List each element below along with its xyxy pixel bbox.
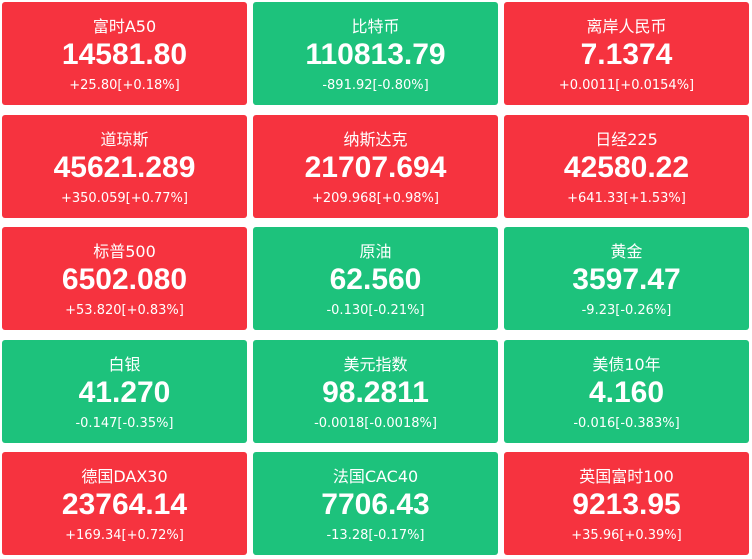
quote-change: -0.0018[-0.0018%] [314,415,437,431]
quote-tile[interactable]: 原油 62.560 -0.130[-0.21%] [253,227,498,330]
quote-tile[interactable]: 法国CAC40 7706.43 -13.28[-0.17%] [253,452,498,555]
quote-change: +169.34[+0.72%] [65,528,184,543]
quote-change: -0.147[-0.35%] [75,415,174,431]
quote-tile[interactable]: 纳斯达克 21707.694 +209.968[+0.98%] [253,114,498,218]
quote-value: 3597.47 [572,263,681,296]
quote-value: 14581.80 [61,38,188,71]
quote-value: 45621.289 [53,150,196,184]
quote-tile[interactable]: 日经225 42580.22 +641.33[+1.53%] [504,114,749,218]
quote-tile[interactable]: 白银 41.270 -0.147[-0.35%] [2,339,247,443]
quote-name: 德国DAX30 [81,467,168,486]
quote-value: 23764.14 [61,488,188,521]
quote-change: -891.92[-0.80%] [322,78,429,93]
quote-name: 原油 [359,242,392,261]
quote-name: 白银 [108,354,141,374]
quote-change: +0.0011[+0.0154%] [558,78,695,93]
quote-name: 美债10年 [592,354,661,374]
quote-tile[interactable]: 离岸人民币 7.1374 +0.0011[+0.0154%] [504,2,749,105]
quote-name: 比特币 [351,17,400,36]
quote-tile[interactable]: 道琼斯 45621.289 +350.059[+0.77%] [2,114,247,218]
quote-change: +209.968[+0.98%] [312,190,439,206]
quote-change: +25.80[+0.18%] [69,78,180,93]
quote-name: 道琼斯 [100,129,149,149]
quote-value: 62.560 [329,263,422,296]
quote-value: 4.160 [588,375,665,409]
quote-name: 纳斯达克 [343,129,408,149]
quote-change: -9.23[-0.26%] [581,303,672,318]
quote-tile[interactable]: 黄金 3597.47 -9.23[-0.26%] [504,227,749,330]
quote-tile[interactable]: 富时A50 14581.80 +25.80[+0.18%] [2,2,247,105]
quote-change: -13.28[-0.17%] [326,528,425,543]
quote-name: 日经225 [595,129,658,149]
quote-change: -0.130[-0.21%] [326,303,425,318]
quote-value: 7706.43 [321,488,430,521]
quote-tile[interactable]: 标普500 6502.080 +53.820[+0.83%] [2,227,247,330]
quote-value: 7.1374 [580,38,673,71]
quote-name: 富时A50 [92,17,157,36]
quote-name: 英国富时100 [579,467,674,486]
quote-tile[interactable]: 德国DAX30 23764.14 +169.34[+0.72%] [2,452,247,555]
quote-tile[interactable]: 美债10年 4.160 -0.016[-0.383%] [504,339,749,443]
quote-value: 98.2811 [322,375,429,409]
quote-name: 标普500 [93,242,156,261]
quote-name: 离岸人民币 [586,17,667,36]
quote-change: +641.33[+1.53%] [567,190,686,206]
quote-name: 美元指数 [343,354,408,374]
quote-value: 110813.79 [305,38,446,71]
quote-value: 9213.95 [572,488,681,521]
quote-name: 黄金 [610,242,643,261]
quote-tile[interactable]: 英国富时100 9213.95 +35.96[+0.39%] [504,452,749,555]
quote-value: 21707.694 [304,150,447,184]
quote-change: +53.820[+0.83%] [65,303,184,318]
quote-change: +350.059[+0.77%] [61,190,188,206]
quote-name: 法国CAC40 [332,467,419,486]
quote-tile[interactable]: 美元指数 98.2811 -0.0018[-0.0018%] [253,339,498,443]
quote-change: +35.96[+0.39%] [571,528,682,543]
quote-change: -0.016[-0.383%] [573,415,680,431]
quote-value: 6502.080 [61,263,188,296]
quote-value: 42580.22 [563,150,690,184]
quote-value: 41.270 [78,375,171,409]
quote-tile[interactable]: 比特币 110813.79 -891.92[-0.80%] [253,2,498,105]
